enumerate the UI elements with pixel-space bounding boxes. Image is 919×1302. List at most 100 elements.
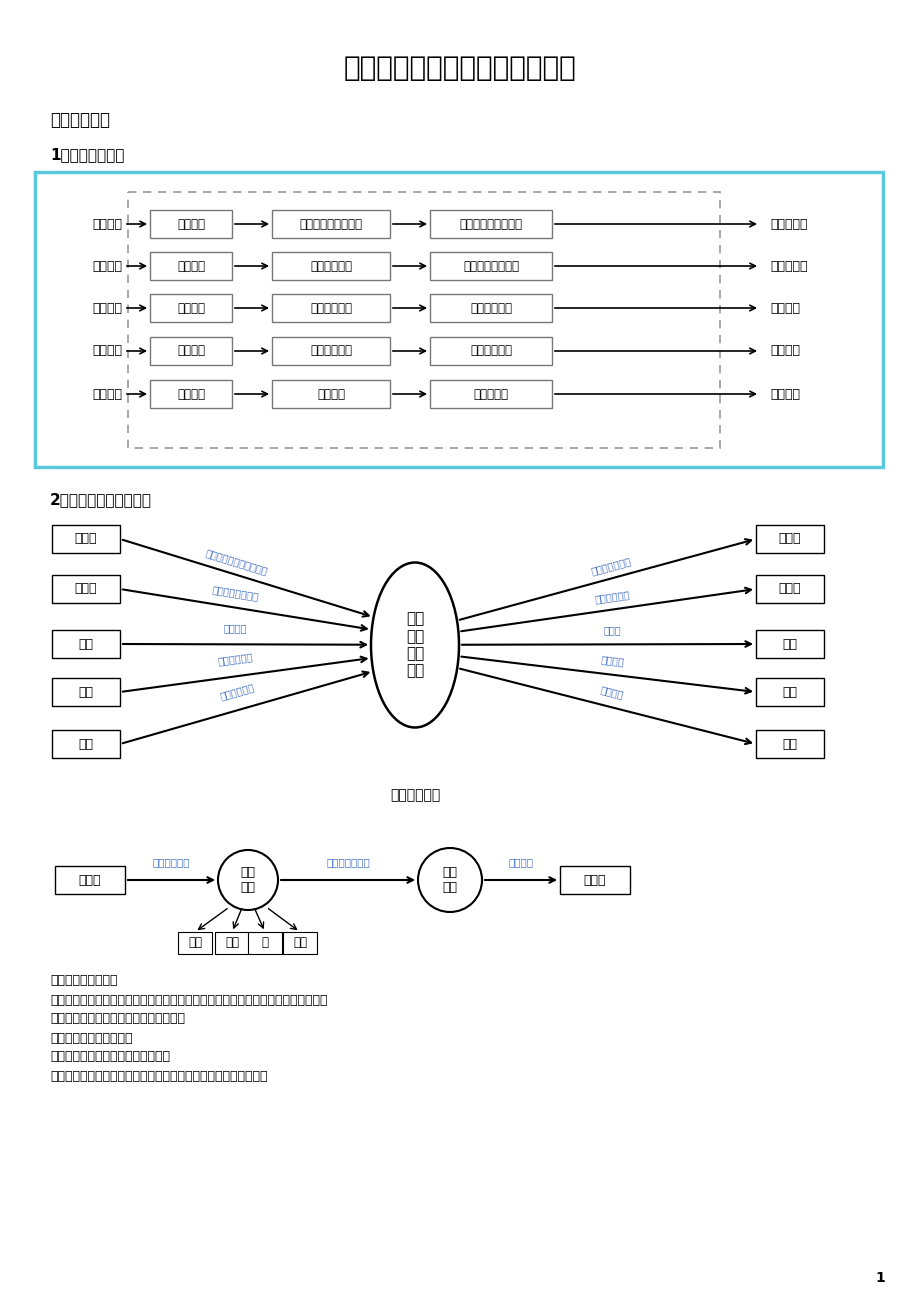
Text: 交给教师: 交给教师 bbox=[769, 345, 800, 358]
Text: 系: 系 bbox=[261, 936, 268, 949]
Text: 选课信息存档: 选课信息存档 bbox=[310, 345, 352, 358]
Bar bbox=[755, 525, 823, 553]
Text: 打印学生数据信息: 打印学生数据信息 bbox=[462, 259, 518, 272]
Bar bbox=[755, 678, 823, 706]
Text: 打印用户及班级信息: 打印用户及班级信息 bbox=[459, 217, 522, 230]
Text: 接收申请: 接收申请 bbox=[176, 217, 205, 230]
Bar bbox=[272, 294, 390, 322]
Text: 课程表: 课程表 bbox=[603, 625, 620, 635]
Bar bbox=[150, 253, 232, 280]
Text: 打印成绩表: 打印成绩表 bbox=[473, 388, 508, 401]
Bar bbox=[429, 380, 551, 408]
Text: 最初数据流图: 最初数据流图 bbox=[390, 788, 439, 802]
Text: 2、数据流图和数据词典: 2、数据流图和数据词典 bbox=[50, 492, 152, 508]
Text: 管理员: 管理员 bbox=[777, 582, 800, 595]
Bar bbox=[755, 630, 823, 658]
Text: 信息
录入: 信息 录入 bbox=[240, 866, 255, 894]
Bar bbox=[272, 253, 390, 280]
Text: 打印
信息: 打印 信息 bbox=[442, 866, 457, 894]
Bar bbox=[52, 575, 119, 603]
Bar bbox=[755, 730, 823, 758]
Bar bbox=[150, 337, 232, 365]
Text: 管理者: 管理者 bbox=[777, 533, 800, 546]
Text: 1: 1 bbox=[874, 1271, 884, 1285]
Text: 用户及班级信息: 用户及班级信息 bbox=[590, 556, 632, 575]
Text: 录入信息请求：用户名，密码，权限，班号，班级名，辅导员姓名，系号，系主任，: 录入信息请求：用户名，密码，权限，班号，班级名，辅导员姓名，系号，系主任， bbox=[50, 993, 327, 1006]
Text: 交给学生: 交给学生 bbox=[769, 388, 800, 401]
Bar bbox=[560, 866, 630, 894]
Text: 学生: 学生 bbox=[782, 737, 797, 750]
Text: 学生信息清单: 学生信息清单 bbox=[594, 589, 630, 604]
Text: 学生管理: 学生管理 bbox=[92, 259, 122, 272]
Text: 管理者: 管理者 bbox=[74, 533, 97, 546]
Text: 打印选课信息: 打印选课信息 bbox=[470, 345, 512, 358]
Circle shape bbox=[417, 848, 482, 911]
Bar bbox=[128, 191, 720, 448]
Bar bbox=[429, 337, 551, 365]
Bar bbox=[272, 337, 390, 365]
Bar bbox=[215, 932, 249, 954]
Text: 选课录取请求: 选课录取请求 bbox=[218, 652, 254, 667]
Text: 一、需求分析: 一、需求分析 bbox=[50, 111, 110, 129]
Text: 管理者: 管理者 bbox=[584, 874, 606, 887]
Text: 接收申请: 接收申请 bbox=[176, 259, 205, 272]
Text: 成绩查询: 成绩查询 bbox=[92, 388, 122, 401]
Text: 信息清单: 信息清单 bbox=[508, 857, 533, 867]
Text: 用户: 用户 bbox=[225, 936, 239, 949]
Text: 交给管理者: 交给管理者 bbox=[769, 217, 807, 230]
Text: 用户：姓名，密码，权限: 用户：姓名，密码，权限 bbox=[50, 1031, 132, 1044]
Text: 教师: 教师 bbox=[78, 638, 94, 651]
Bar bbox=[52, 630, 119, 658]
Text: 1、分析用户活动: 1、分析用户活动 bbox=[50, 147, 124, 163]
Bar bbox=[755, 575, 823, 603]
Circle shape bbox=[218, 850, 278, 910]
Text: 班级：班级名，班号，系号，辅导员姓名: 班级：班级名，班号，系号，辅导员姓名 bbox=[50, 1013, 185, 1026]
Bar bbox=[55, 866, 125, 894]
Bar bbox=[272, 210, 390, 238]
Text: 用户: 用户 bbox=[292, 936, 307, 949]
Text: 录入信息请求: 录入信息请求 bbox=[153, 857, 190, 867]
Text: 数据流及文件说明：: 数据流及文件说明： bbox=[50, 974, 118, 987]
Text: 教师: 教师 bbox=[782, 638, 797, 651]
Bar bbox=[429, 253, 551, 280]
Bar bbox=[248, 932, 282, 954]
Bar bbox=[52, 730, 119, 758]
Text: 学生成绩管理系统技术说明文档: 学生成绩管理系统技术说明文档 bbox=[344, 53, 575, 82]
Bar bbox=[429, 294, 551, 322]
Bar bbox=[150, 380, 232, 408]
Text: 用户项数据请求: 用户项数据请求 bbox=[325, 857, 369, 867]
Text: 学生: 学生 bbox=[782, 685, 797, 698]
Text: 成绩清单: 成绩清单 bbox=[598, 685, 624, 699]
Text: 成绩查询请求: 成绩查询请求 bbox=[218, 682, 255, 702]
Bar bbox=[283, 932, 317, 954]
Text: 学生
成绩
管理
系统: 学生 成绩 管理 系统 bbox=[405, 612, 424, 678]
Text: 用户及班级信息数据：用户名，密码，权限，班号，班级名，系号: 用户及班级信息数据：用户名，密码，权限，班号，班级名，系号 bbox=[50, 1069, 267, 1082]
Ellipse shape bbox=[370, 562, 459, 728]
Bar bbox=[150, 210, 232, 238]
Text: 学生: 学生 bbox=[78, 737, 94, 750]
Text: 交给教师: 交给教师 bbox=[769, 302, 800, 315]
Bar bbox=[35, 172, 882, 467]
Text: 系：系号，系名，系主任，电话号码: 系：系号，系名，系主任，电话号码 bbox=[50, 1051, 170, 1064]
Bar bbox=[272, 380, 390, 408]
Text: 排课请求: 排课请求 bbox=[223, 624, 247, 633]
Text: 课程管理: 课程管理 bbox=[92, 302, 122, 315]
Text: 查询信息: 查询信息 bbox=[317, 388, 345, 401]
Bar bbox=[177, 932, 211, 954]
Text: 接收申请: 接收申请 bbox=[176, 388, 205, 401]
Text: 班级: 班级 bbox=[187, 936, 202, 949]
Text: 学生数据存档: 学生数据存档 bbox=[310, 259, 352, 272]
Text: 管理者: 管理者 bbox=[74, 582, 97, 595]
Text: 录入用户及班级数据请求: 录入用户及班级数据请求 bbox=[204, 548, 269, 577]
Text: 选课清单: 选课清单 bbox=[599, 654, 624, 667]
Text: 学生: 学生 bbox=[78, 685, 94, 698]
Text: 接收申请: 接收申请 bbox=[176, 345, 205, 358]
Text: 接收申请: 接收申请 bbox=[176, 302, 205, 315]
Bar bbox=[52, 525, 119, 553]
Bar bbox=[429, 210, 551, 238]
Text: 打印课程信息: 打印课程信息 bbox=[470, 302, 512, 315]
Text: 管理者: 管理者 bbox=[79, 874, 101, 887]
Text: 选课管理: 选课管理 bbox=[92, 345, 122, 358]
Text: 交给管理者: 交给管理者 bbox=[769, 259, 807, 272]
Bar bbox=[150, 294, 232, 322]
